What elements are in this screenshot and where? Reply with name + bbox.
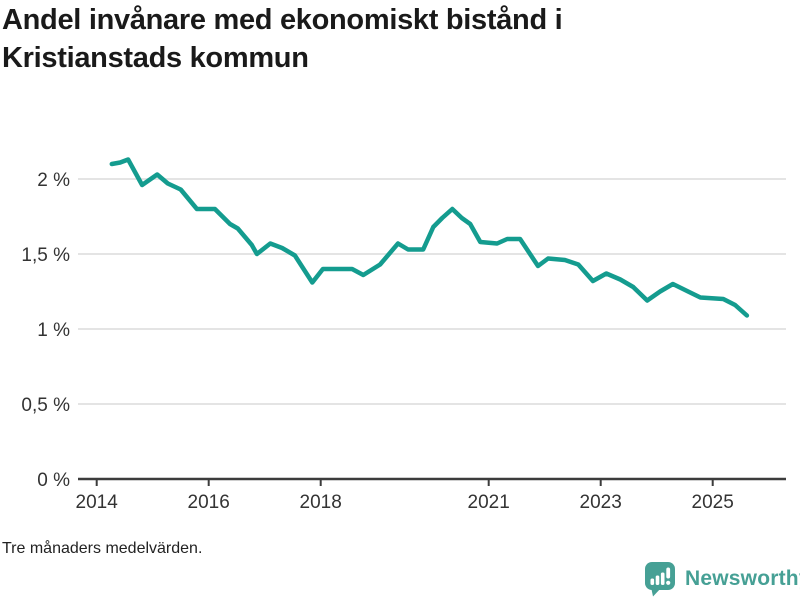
page-title-line1: Andel invånare med ekonomiskt bistånd i [2, 4, 563, 36]
y-axis-label: 0,5 % [21, 395, 70, 416]
y-axis-label: 1 % [37, 320, 70, 341]
y-axis-label: 2 % [37, 170, 70, 191]
line-chart-svg: 0 % 0,5 % 1 % 1,5 % 2 % 2014 2016 2018 2021 2023 2… [21, 157, 786, 513]
y-axis-label: 1,5 % [21, 245, 70, 266]
footer-note: Tre månaders medelvärden. [2, 540, 203, 557]
x-axis-label: 2025 [692, 492, 734, 513]
x-axis-label: 2018 [300, 492, 342, 513]
y-axis-label: 0 % [37, 470, 70, 491]
x-axis-label: 2016 [188, 492, 230, 513]
data-line [109, 157, 750, 318]
brand-name: Newsworthy [685, 567, 800, 590]
newsworthy-chart-bubble-icon [645, 562, 675, 597]
x-axis-label: 2014 [76, 492, 119, 513]
line-chart: 0 % 0,5 % 1 % 1,5 % 2 % 2014 2016 2018 2021 2023 2… [0, 130, 800, 520]
x-axis-label: 2023 [580, 492, 622, 513]
brand-logo: Newsworthy [644, 561, 800, 597]
page-title: Andel invånare med ekonomiskt bistånd i … [2, 2, 782, 77]
page-title-line2: Kristianstads kommun [2, 41, 309, 74]
x-axis-label: 2021 [468, 492, 510, 513]
